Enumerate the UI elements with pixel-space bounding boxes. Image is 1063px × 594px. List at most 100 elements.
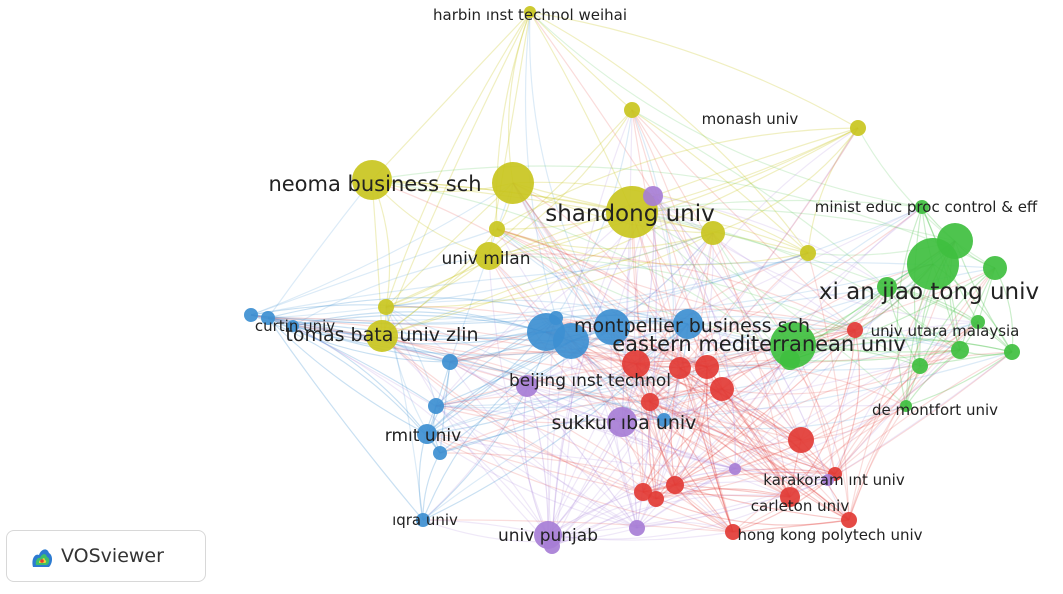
node-beijing[interactable] [516, 375, 538, 397]
network-link [551, 468, 736, 547]
network-link [426, 433, 657, 500]
label-curtin[interactable]: curtin univ [255, 317, 335, 335]
node-g10[interactable] [912, 358, 928, 374]
node-g8[interactable] [951, 341, 969, 359]
label-minist[interactable]: minist educ proc control & eff [815, 198, 1038, 216]
node-milan[interactable] [475, 242, 503, 270]
label-rmit[interactable]: rmıt univ [385, 426, 461, 446]
node-y8[interactable] [701, 221, 725, 245]
network-link [635, 252, 809, 365]
label-montpellier[interactable]: montpellier business sch [574, 315, 810, 337]
network-link [705, 366, 734, 533]
node-montpellier[interactable] [673, 309, 703, 339]
node-g5[interactable] [877, 277, 897, 297]
network-link [652, 195, 888, 288]
node-y5[interactable] [492, 162, 534, 204]
network-link [439, 323, 689, 454]
node-g2[interactable] [937, 223, 973, 259]
node-b8[interactable] [594, 309, 630, 345]
node-g7[interactable] [971, 315, 985, 329]
label-monash[interactable]: monash univ [702, 110, 799, 128]
network-link [919, 351, 1013, 367]
node-iqra[interactable] [416, 513, 430, 527]
network-link [674, 484, 791, 498]
node-r3[interactable] [669, 357, 691, 379]
vosviewer-badge[interactable]: VOSviewer [6, 530, 206, 582]
node-hongkong[interactable] [725, 524, 741, 540]
node-carleton[interactable] [780, 487, 800, 507]
node-y12[interactable] [800, 245, 816, 261]
node-b2[interactable] [244, 308, 258, 322]
node-b3[interactable] [261, 311, 275, 325]
node-r12[interactable] [841, 512, 857, 528]
node-sukkur[interactable] [607, 407, 637, 437]
network-link [674, 366, 709, 486]
network-link [687, 323, 850, 521]
network-link [674, 439, 802, 486]
label-milan[interactable]: univ milan [442, 249, 531, 269]
label-sukkur[interactable]: sukkur ıba univ [552, 412, 697, 434]
network-link [267, 179, 373, 319]
node-p7[interactable] [822, 474, 834, 486]
label-shandong[interactable]: shandong univ [545, 201, 715, 227]
node-b12[interactable] [433, 446, 447, 460]
network-link [621, 329, 856, 423]
label-punjab[interactable]: univ punjab [498, 526, 598, 546]
node-r9[interactable] [634, 483, 652, 501]
node-r2[interactable] [622, 350, 650, 378]
label-beijing[interactable]: beijing ınst technol [509, 371, 671, 391]
node-b10[interactable] [428, 398, 444, 414]
node-p8[interactable] [729, 463, 741, 475]
node-harbin[interactable] [524, 6, 536, 18]
node-p3[interactable] [643, 186, 663, 206]
label-neoma[interactable]: neoma business sch [268, 172, 481, 196]
node-r6[interactable] [641, 393, 659, 411]
node-r5[interactable] [710, 377, 734, 401]
node-b9[interactable] [442, 354, 458, 370]
node-r10[interactable] [648, 491, 664, 507]
node-r4[interactable] [695, 355, 719, 379]
node-g3[interactable] [983, 256, 1007, 280]
node-y10[interactable] [378, 299, 394, 315]
label-iqra[interactable]: ıqra univ [392, 511, 458, 529]
network-link [422, 267, 996, 521]
node-rmit[interactable] [417, 424, 437, 444]
network-link [621, 359, 791, 423]
node-demontfort[interactable] [900, 400, 912, 412]
node-minist[interactable] [915, 200, 929, 214]
label-utara[interactable]: univ utara malaysia [871, 322, 1020, 340]
node-r8[interactable] [666, 476, 684, 494]
node-p6[interactable] [629, 520, 645, 536]
node-neoma[interactable] [352, 160, 392, 200]
network-link [649, 401, 791, 498]
node-y7[interactable] [489, 221, 505, 237]
node-b7[interactable] [553, 323, 589, 359]
node-b14[interactable] [657, 413, 671, 427]
label-harbin[interactable]: harbin ınst technol weihai [433, 6, 627, 24]
label-xianjiao[interactable]: xi an jiao tong univ [819, 279, 1039, 305]
network-link [426, 433, 644, 493]
network-link [551, 340, 573, 547]
network-link [631, 211, 791, 498]
label-eastern[interactable]: eastern mediterranean univ [612, 332, 906, 356]
network-link [250, 314, 623, 423]
node-r7[interactable] [788, 427, 814, 453]
label-carleton[interactable]: carleton univ [751, 497, 850, 515]
node-y3[interactable] [850, 120, 866, 136]
node-tomas[interactable] [366, 320, 398, 352]
network-link [526, 341, 794, 387]
node-monash[interactable] [624, 102, 640, 118]
label-karakoram[interactable]: karakoram ınt univ [763, 471, 905, 489]
label-tomas[interactable]: tomas bata univ zlin [285, 324, 478, 346]
network-link [655, 405, 907, 500]
node-b5[interactable] [549, 311, 563, 325]
node-curtin[interactable] [287, 320, 299, 332]
network-link [496, 127, 859, 230]
label-demontfort[interactable]: de montfort univ [872, 401, 998, 419]
network-link [385, 306, 638, 529]
node-utara[interactable] [847, 322, 863, 338]
label-hongkong[interactable]: hong kong polytech univ [737, 526, 922, 544]
node-g12[interactable] [780, 350, 800, 370]
node-p5[interactable] [544, 538, 560, 554]
node-g9[interactable] [1004, 344, 1020, 360]
